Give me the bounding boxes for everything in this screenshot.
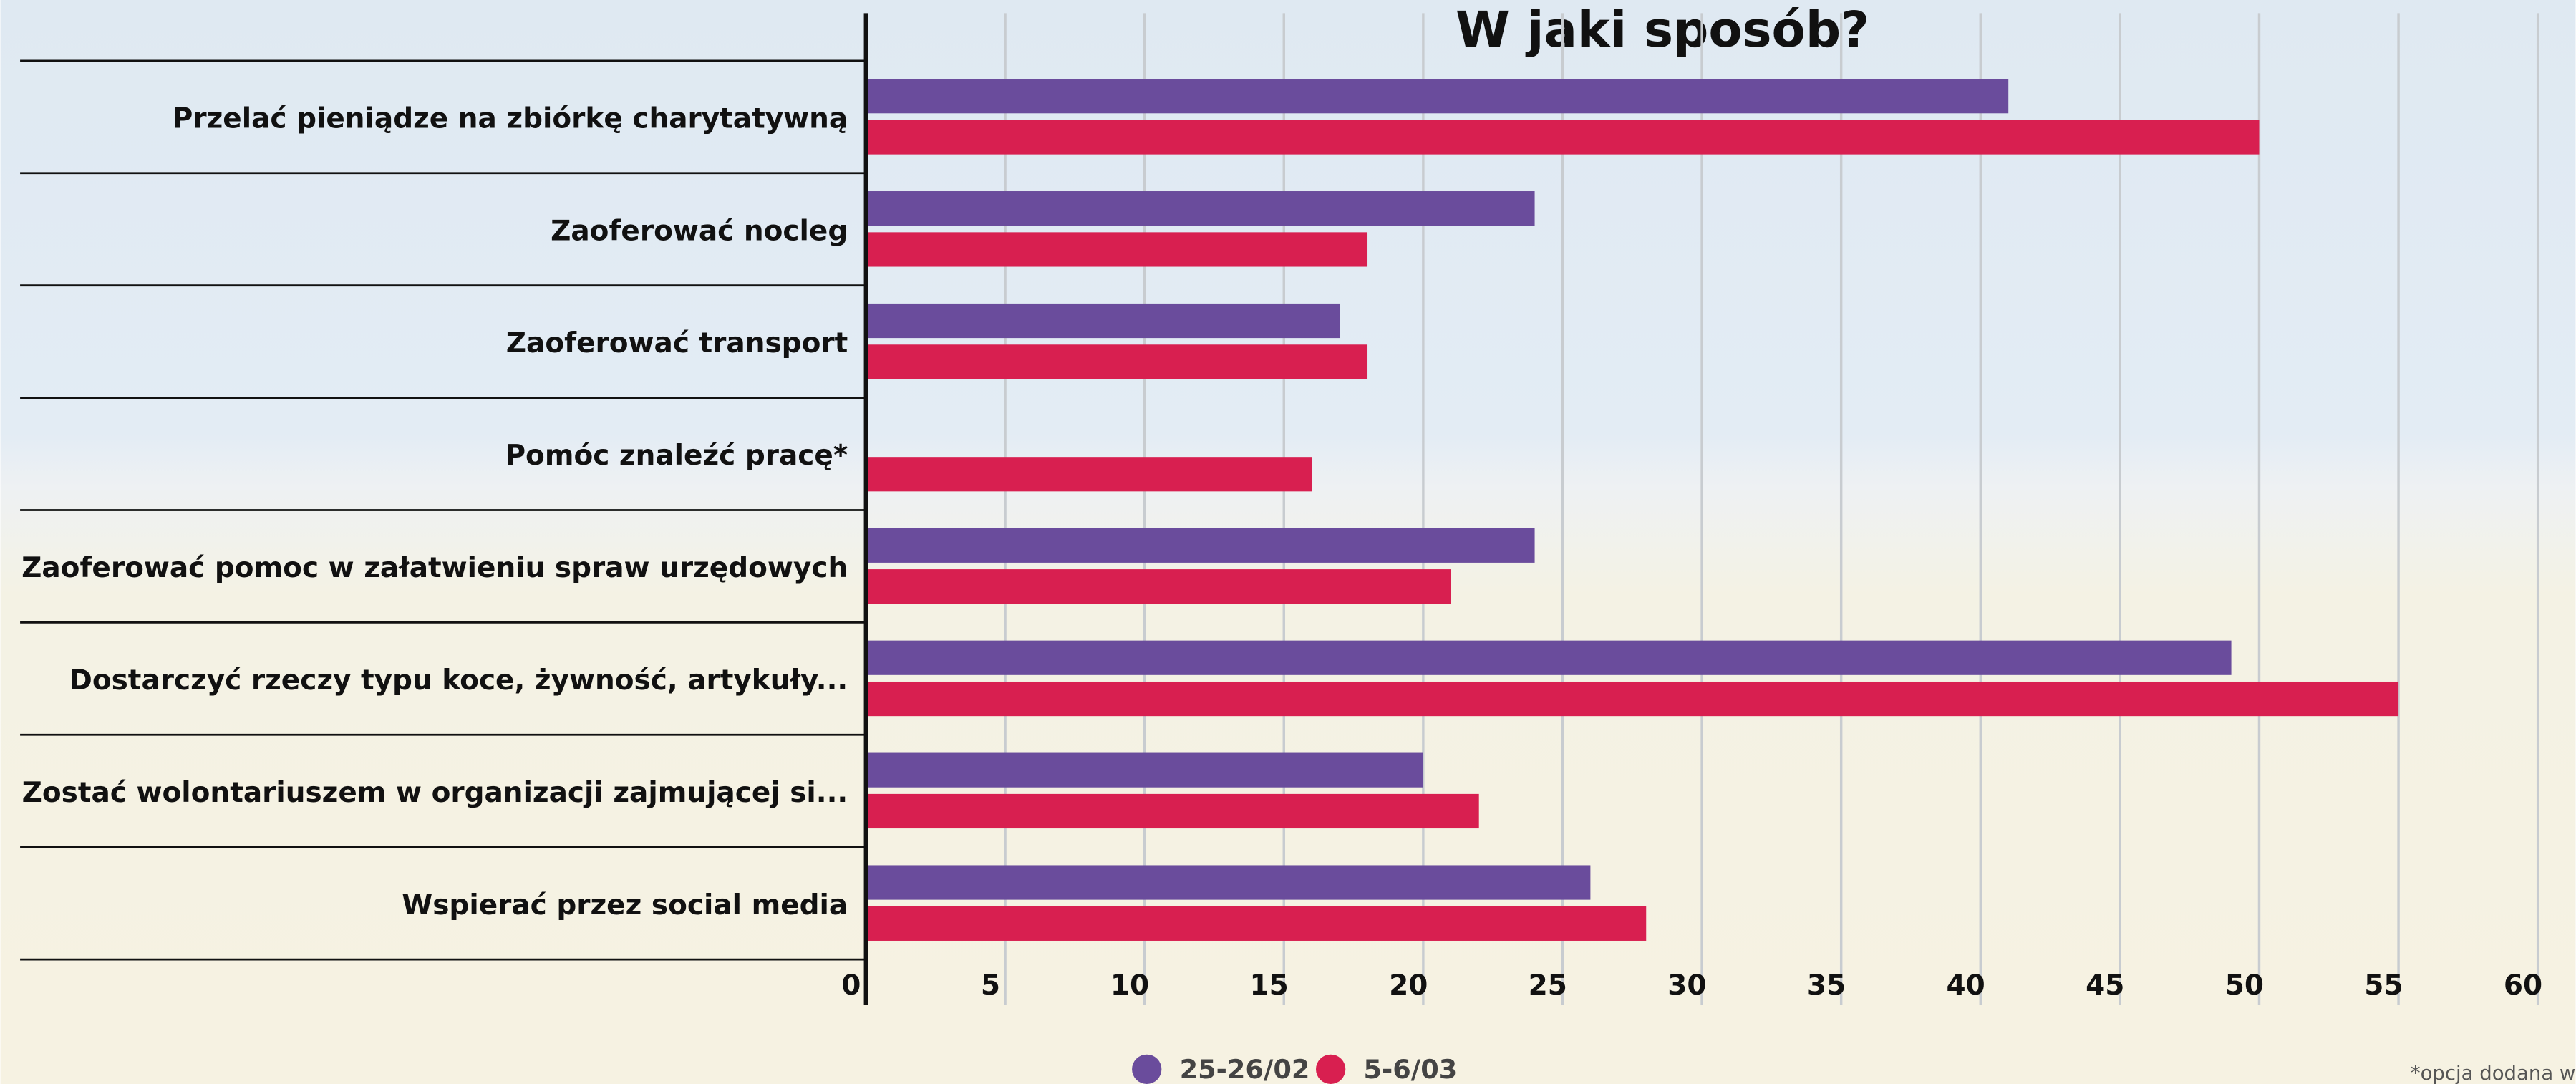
chart-title: W jaki sposób? xyxy=(1456,1,1869,59)
bar xyxy=(866,865,1590,899)
bar xyxy=(866,79,2008,113)
footnote: *opcja dodana w xyxy=(2411,1062,2576,1084)
y-tick-label: Wspierać przez social media xyxy=(402,889,848,921)
x-tick-label: 60 xyxy=(2504,969,2542,1002)
y-tick-label: Zostać wolontariuszem w organizacji zajm… xyxy=(22,777,848,809)
bar xyxy=(866,528,1534,563)
x-tick-label: 25 xyxy=(1529,969,1567,1002)
bar xyxy=(866,232,1367,266)
x-tick-label: 45 xyxy=(2086,969,2124,1002)
legend-marker xyxy=(1316,1055,1345,1084)
y-tick-label: Zaoferować transport xyxy=(506,327,848,359)
x-tick-label: 10 xyxy=(1110,969,1149,1002)
y-tick-label: Zaoferować nocleg xyxy=(551,215,848,247)
bar xyxy=(866,753,1423,788)
legend-label: 25-26/02 xyxy=(1180,1054,1310,1084)
bar xyxy=(866,641,2231,675)
y-tick-label: Pomóc znaleźć pracę* xyxy=(505,440,848,472)
x-tick-label: 40 xyxy=(1946,969,1985,1002)
x-tick-label: 35 xyxy=(1807,969,1846,1002)
x-tick-label: 15 xyxy=(1249,969,1288,1002)
x-tick-label: 0 xyxy=(841,969,861,1002)
bar xyxy=(866,344,1367,379)
bar xyxy=(866,191,1534,226)
bar xyxy=(866,120,2259,154)
bar xyxy=(866,457,1312,491)
y-tick-label: Dostarczyć rzeczy typu koce, żywność, ar… xyxy=(69,664,848,697)
x-tick-label: 50 xyxy=(2225,969,2264,1002)
x-tick-label: 20 xyxy=(1389,969,1428,1002)
bar xyxy=(866,906,1646,941)
legend-marker xyxy=(1132,1055,1161,1084)
x-tick-label: 5 xyxy=(981,969,1000,1002)
bar xyxy=(866,682,2398,716)
y-tick-label: Przelać pieniądze na zbiórkę charytatywn… xyxy=(173,102,848,135)
y-tick-label: Zaoferować pomoc w załatwieniu spraw urz… xyxy=(21,552,848,584)
bar xyxy=(866,304,1340,338)
bar xyxy=(866,569,1451,604)
bar xyxy=(866,794,1478,828)
legend-label: 5-6/03 xyxy=(1364,1054,1458,1084)
x-tick-label: 55 xyxy=(2364,969,2403,1002)
page: {"chart_data":{"type":"bar","orientation… xyxy=(0,0,2576,1084)
x-tick-label: 30 xyxy=(1667,969,1706,1002)
chart: W jaki sposób? *opcja dodana w 0 5 10 15 20 2… xyxy=(0,0,2576,1084)
